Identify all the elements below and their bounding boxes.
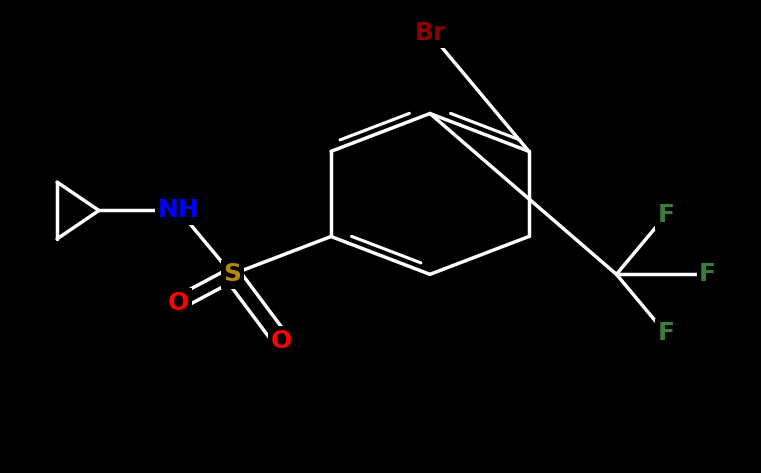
Text: F: F [699, 263, 716, 286]
Text: NH: NH [158, 199, 199, 222]
Text: Br: Br [414, 21, 446, 45]
Text: O: O [271, 329, 292, 352]
Text: F: F [658, 203, 674, 227]
Text: F: F [658, 322, 674, 345]
Text: O: O [168, 291, 189, 315]
Text: S: S [223, 263, 241, 286]
